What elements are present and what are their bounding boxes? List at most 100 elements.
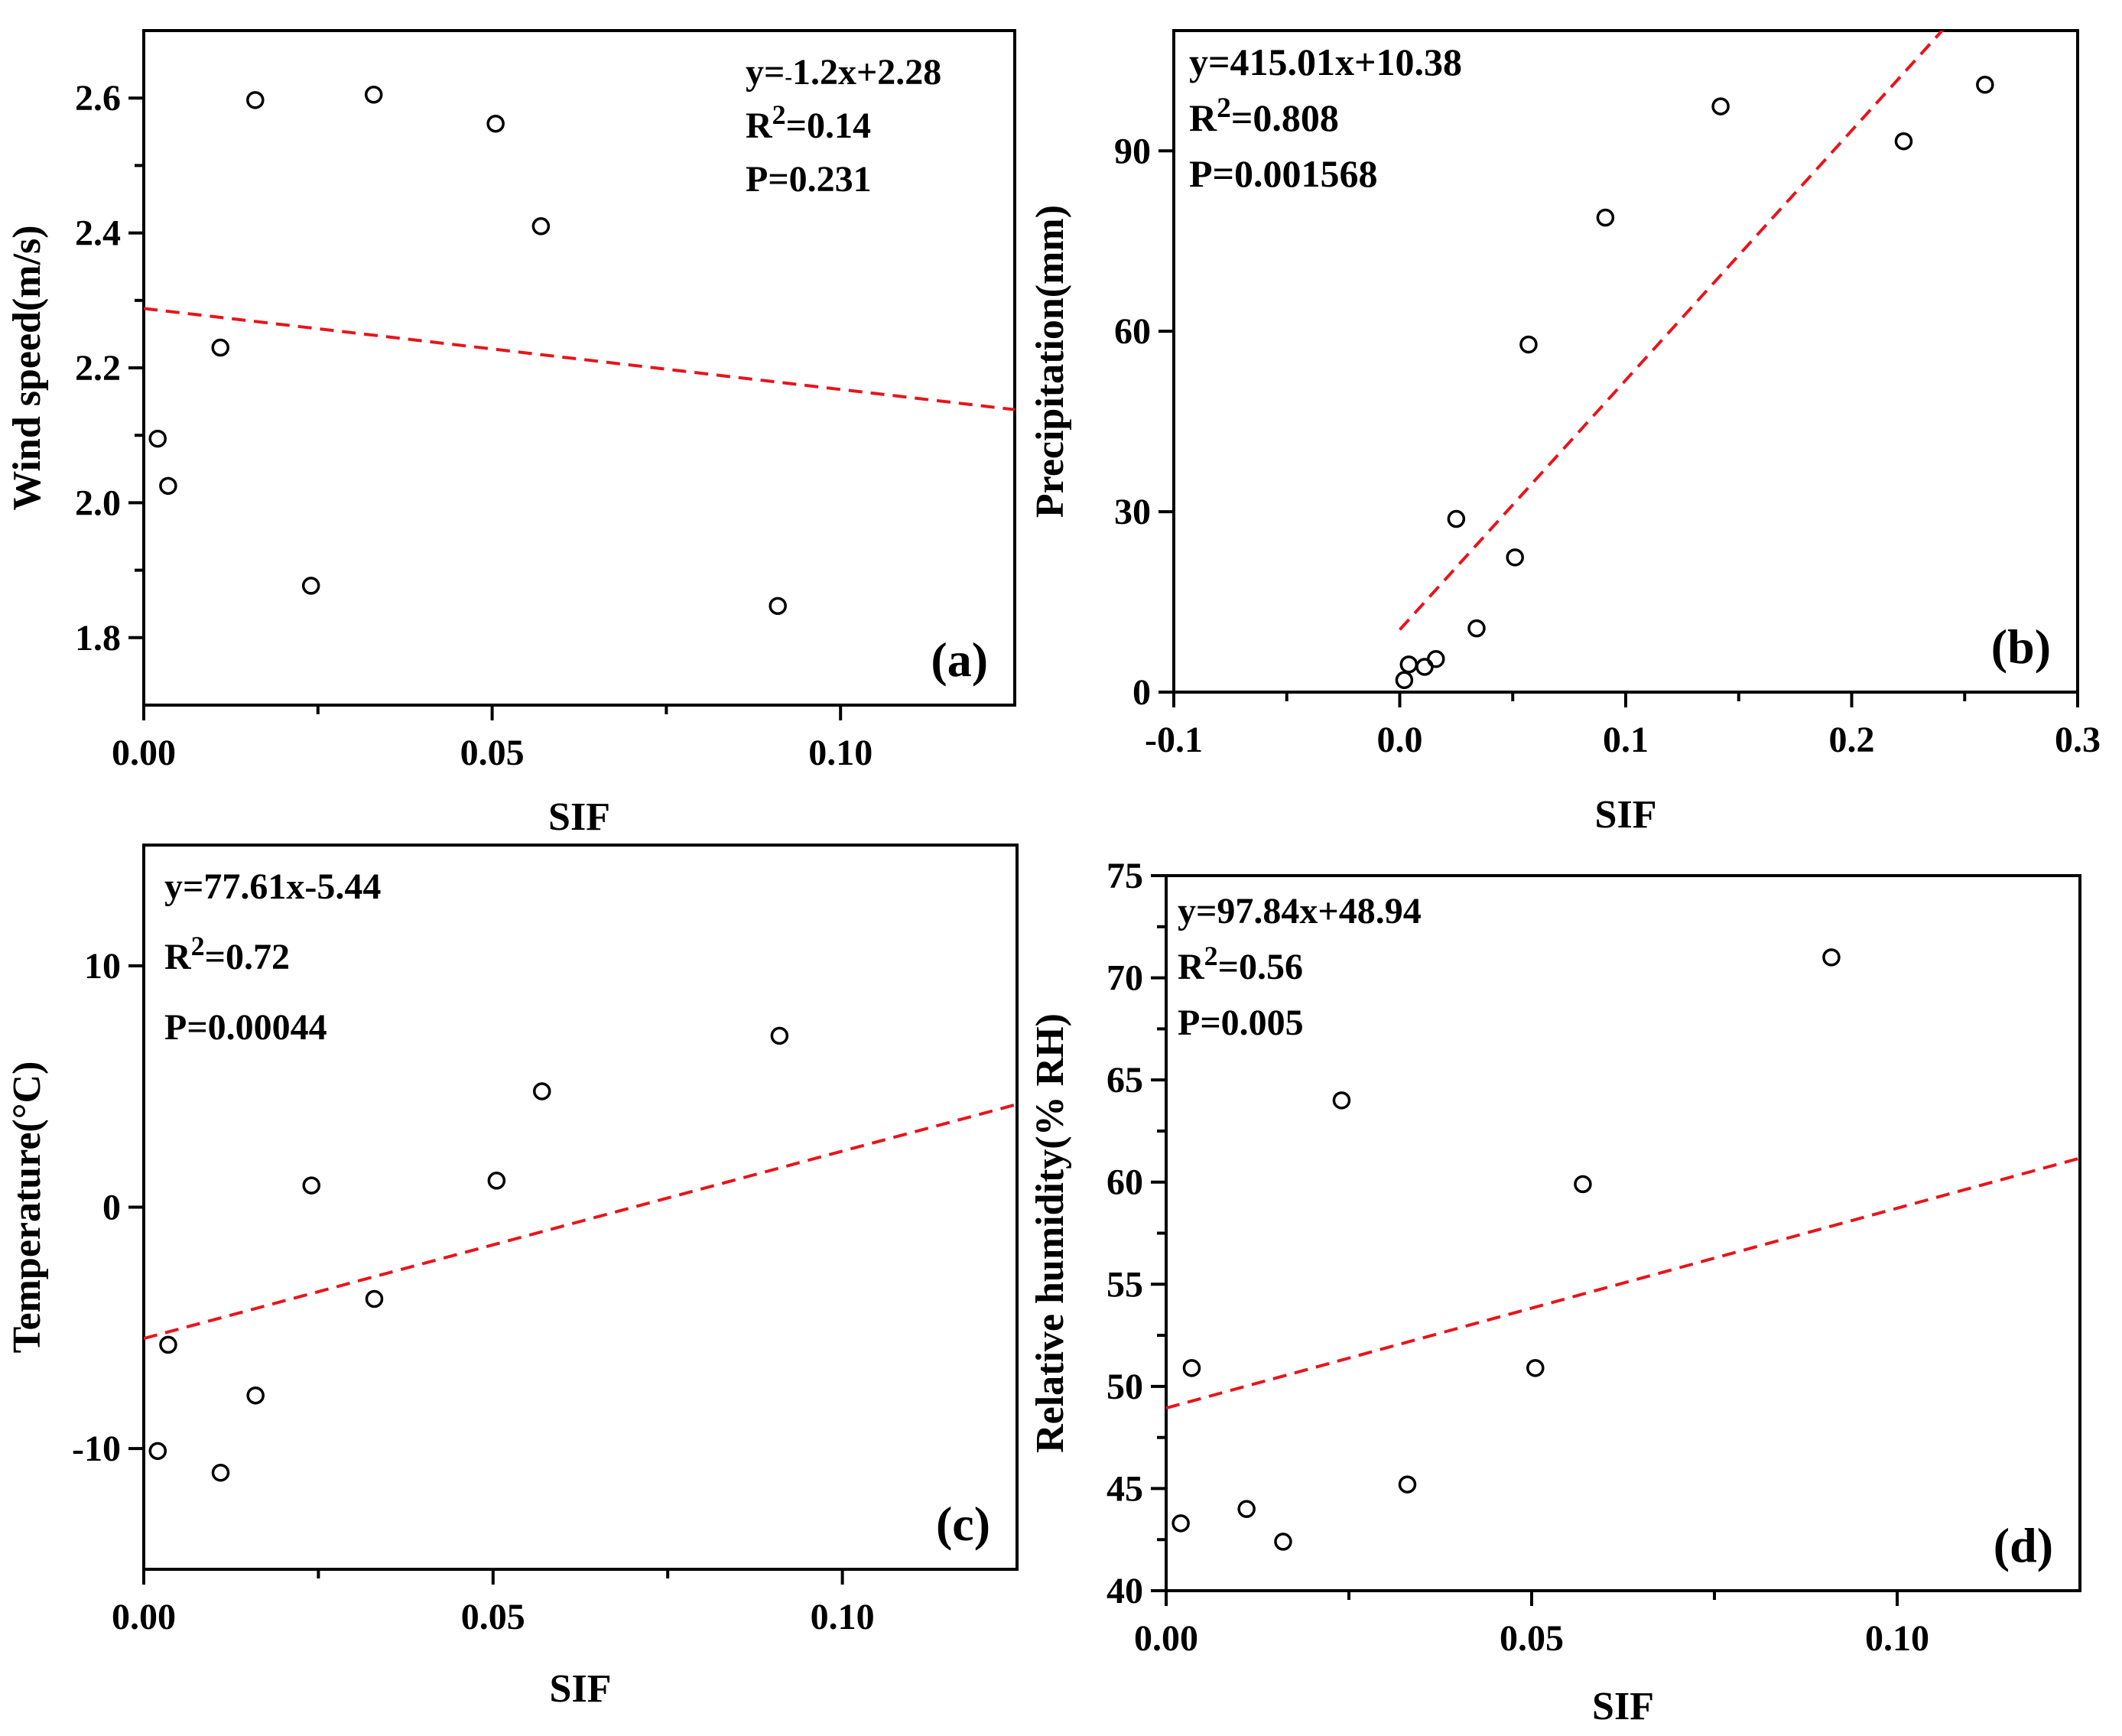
chart-panel-3: 0.00 0.05 0.10 -10 0 10 SIF Temperature(°C) y=77… [5,844,1019,1711]
r-superscript: 2 [191,931,205,961]
r-symbol: R [164,937,192,977]
panel-label: (b) [1991,619,2051,674]
regression-line [144,1103,1017,1341]
data-point [487,1172,506,1190]
data-point [159,1335,177,1354]
data-point [1182,1359,1201,1377]
x-axis-label: SIF [1595,793,1657,837]
data-point [770,1026,789,1045]
r-symbol: R [746,106,773,146]
y-tick-label: 2.6 [75,78,121,119]
x-tick-label: 0.05 [1500,1618,1564,1659]
data-point [246,91,265,109]
r-squared: R2=0.56 [1178,941,1303,987]
x-tick-label: -0.1 [1145,720,1203,760]
x-tick-label: 0.00 [112,1597,176,1637]
r-squared: R2=0.808 [1189,93,1339,139]
y-tick-label: -10 [72,1429,121,1469]
chart-panel-1: 0.00 0.05 0.10 1.8 2.0 2.2 2.4 2.6 SIF Wind speed… [5,29,1016,839]
chart-panel-2: -0.1 0.0 0.1 0.2 0.3 0 30 60 90 SIF Precipitation(… [1029,29,2101,837]
y-tick-label: 65 [1106,1060,1143,1100]
x-tick-label: 0.10 [811,1597,875,1637]
data-point [1399,655,1418,674]
x-axis-label: SIF [548,795,610,839]
y-tick-label: 90 [1114,131,1151,171]
data-point [1596,208,1615,227]
x-tick-label: 0.1 [1603,720,1649,760]
y-tick-label: 50 [1106,1367,1143,1407]
data-point [1506,548,1524,567]
equation-prefix: y= [164,866,203,907]
x-tick-label: 0.2 [1829,720,1875,760]
panel-label: (c) [936,1497,990,1551]
regression-equation: y=77.61x-5.44 [164,866,381,907]
y-tick-label: 1.8 [75,618,121,658]
data-point [1711,97,1730,115]
r-squared-value: =0.56 [1218,947,1303,987]
data-point [769,597,787,616]
r-squared-value: =0.14 [786,106,871,146]
y-tick-label: 2.4 [75,213,121,254]
panel-label: (a) [931,632,988,687]
equation-body: 77.61x-5.44 [203,866,381,907]
data-point [1171,1514,1190,1533]
regression-equation: y=97.84x+48.94 [1178,891,1422,931]
r-squared: R2=0.14 [746,99,871,146]
data-point [1398,1475,1417,1494]
y-tick-label: 40 [1106,1571,1143,1611]
y-tick-label: 10 [84,946,121,987]
regression-line [1166,1156,2080,1410]
data-point [211,1463,230,1482]
data-point [159,476,177,496]
equation-body: 97.84x+48.94 [1217,891,1421,931]
data-point [365,1289,384,1309]
data-point [211,338,229,357]
y-tick-label: 0 [102,1188,121,1228]
data-point [1894,132,1913,151]
regression-line [144,307,1015,411]
equation-sign: - [785,65,792,89]
data-point [533,1082,551,1100]
x-tick-label: 0.05 [460,733,525,773]
panel-label: (d) [1994,1518,2053,1572]
x-tick-label: 0.0 [1377,720,1423,760]
y-tick-label: 70 [1106,958,1143,999]
y-tick-label: 45 [1106,1468,1143,1509]
data-point [1395,671,1414,690]
y-axis-label: Wind speed(m/s) [5,225,49,510]
equation-body: 415.01x+10.38 [1230,41,1463,83]
p-value: P=0.005 [1178,1003,1304,1043]
y-tick-label: 2.0 [75,483,121,523]
chart-panel-4: 0.00 0.05 0.10 40 45 50 55 60 65 70 75 SIF Relative … [1029,856,2081,1728]
regression-equation: y=415.01x+10.38 [1189,41,1462,83]
data-point [1526,1359,1545,1377]
x-axis-label: SIF [550,1667,612,1711]
data-point [1467,619,1486,638]
data-point [1574,1175,1592,1194]
plot-frame [142,29,1016,707]
regression-line [1399,31,1945,631]
y-axis-label: Precipitation(mm) [1029,205,1072,518]
r-superscript: 2 [1217,93,1231,124]
data-point [302,1176,321,1195]
data-point [1332,1091,1351,1110]
equation-prefix: y= [1178,891,1217,931]
data-point [246,1386,265,1405]
x-tick-label: 0.05 [461,1597,525,1637]
p-value: P=0.231 [746,159,872,200]
data-point [1274,1533,1292,1551]
p-value: P=0.001568 [1189,152,1378,195]
y-tick-label: 55 [1106,1264,1143,1305]
x-tick-label: 0.00 [112,733,176,773]
r-squared-value: =0.808 [1231,96,1339,139]
regression-equation: y=-1.2x+2.28 [746,52,941,93]
r-squared-value: =0.72 [205,937,290,977]
y-axis-label: Relative humidity(% RH) [1029,1013,1072,1453]
x-tick-label: 0.10 [1865,1618,1929,1659]
data-point [1822,948,1841,967]
data-point [148,1442,167,1461]
data-point [301,577,320,595]
data-point [1976,76,1994,94]
plot-frame [1165,874,2081,1592]
